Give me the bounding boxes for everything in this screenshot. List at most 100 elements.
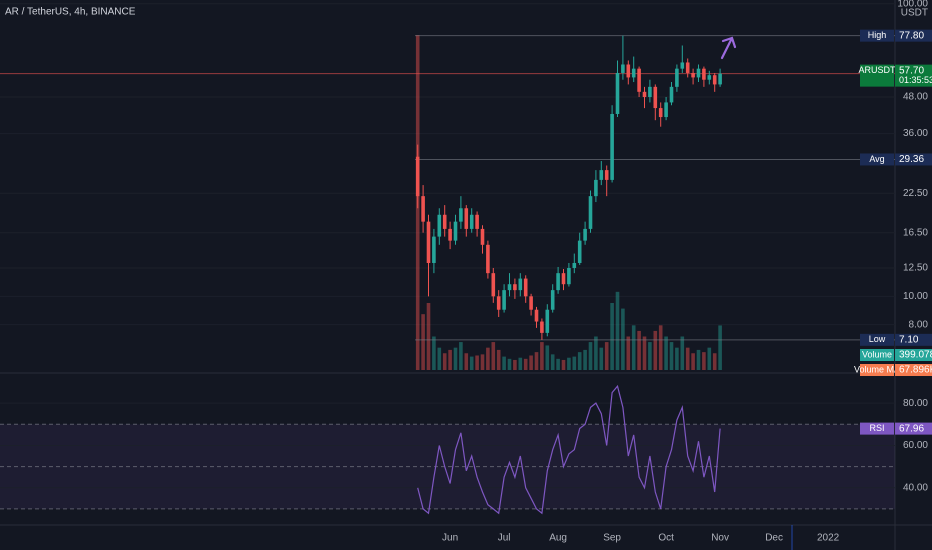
rsi-value: 67.96 [899,423,924,434]
volume-bar [529,355,533,370]
volume-bar [658,325,663,370]
candle-body [529,296,533,310]
y-tick-label: 16.50 [903,227,928,238]
candle-body [545,309,550,333]
volume-bar [621,308,625,370]
candle-body [621,64,625,73]
candle-body [464,208,469,229]
last-price-name-box [860,64,894,87]
volume-bar [696,349,701,370]
volume-bar [540,342,544,370]
volume-value-box [895,349,932,361]
volume-bar [464,353,469,370]
candle-body [588,196,593,229]
candle-body [415,156,420,197]
candle-body [442,214,447,229]
candle-body [653,86,658,109]
y-tick-label: 22.50 [903,188,928,199]
candle-body [718,73,722,85]
candle-body [691,72,695,78]
candle-body [448,228,452,241]
volume-bar [437,347,442,370]
volume-bar [642,336,647,370]
candle-body [518,278,523,291]
last-price-name: ARUSDT [858,65,896,75]
y-tick-label: 12.50 [903,263,928,274]
x-tick-label: 2022 [817,533,840,544]
x-tick-label: Sep [603,533,621,544]
volume-bar [631,325,636,370]
volume-bar [426,303,431,370]
volume-bar [442,353,447,370]
volume-bar [702,352,706,370]
candle-body [502,290,506,310]
y-tick-label: 48.00 [903,92,928,103]
marker-value-box [895,333,932,346]
marker-value: 77.80 [899,30,924,41]
volume-bar [550,354,555,370]
candle-body [507,284,512,291]
x-tick-label: Dec [765,533,783,544]
volume-bar [448,349,452,370]
y-tick-label: 80.00 [903,398,928,409]
volume-bar [577,352,582,370]
x-tick-label: Aug [549,533,567,544]
marker-name: Low [869,334,886,344]
volume-bar [718,325,722,370]
candle-body [604,170,609,180]
candle-body [556,273,560,291]
candle-body [567,267,571,285]
volume-bar [545,345,550,370]
volume-bar [707,347,712,370]
volume-bar [561,359,566,370]
candle-body [637,68,641,92]
x-tick-label: Oct [658,533,674,544]
candle-body [583,228,587,241]
volume-name-box [860,349,894,361]
marker-name-box [860,333,894,346]
volume-bar [491,342,496,370]
volume-bar [653,330,658,370]
volume-bar [513,359,517,370]
volume-name: Volume [862,349,892,359]
candle-body [631,68,636,78]
candle-body [540,321,544,333]
volume-bar [480,354,485,370]
volume-bar [507,358,512,370]
candle-body [577,240,582,263]
volume-bar [475,355,479,370]
volume-bar [453,347,458,370]
currency-label: USDT [901,8,928,19]
y-tick-label: 8.00 [909,319,929,330]
volume-ma-value: 67.896K [899,365,932,376]
candle-body [459,208,463,222]
y-tick-label: 10.00 [903,291,928,302]
y-tick-label: 36.00 [903,128,928,139]
volume-ma-value-box [895,364,932,376]
candle-body [453,221,458,241]
volume-bar [604,342,609,370]
volume-bar [486,347,490,370]
y-tick-label: 40.00 [903,482,928,493]
x-tick-label: Nov [711,533,729,544]
marker-name-box [860,29,894,42]
candle-body [486,244,490,274]
volume-bar [588,342,593,370]
volume-bar [626,336,631,370]
candle-body [680,62,685,69]
volume-bar [469,356,474,370]
candle-body [572,262,577,268]
candle-body [669,86,674,103]
rsi-line [417,384,721,515]
volume-bar [421,314,425,370]
candle-body [615,72,620,114]
candle-body [480,228,485,245]
volume-bar [432,336,436,370]
volume-bar [583,349,587,370]
volume-bar [459,342,463,370]
volume-bar [664,336,668,370]
volume-bar [599,347,604,370]
candle-body [642,91,647,98]
candle-body [658,108,663,118]
candle-body [599,170,604,180]
